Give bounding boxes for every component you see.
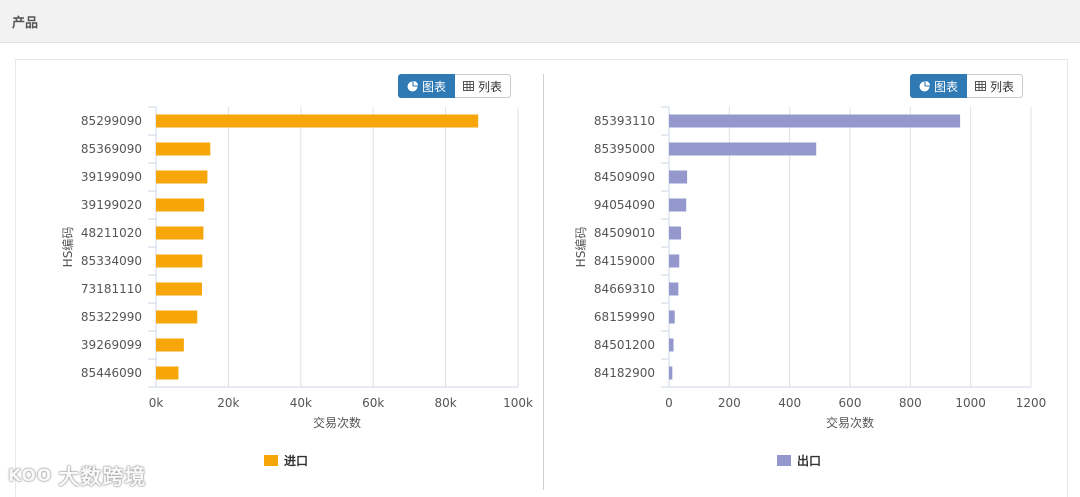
bar xyxy=(156,310,198,324)
bar xyxy=(156,366,179,380)
bar xyxy=(669,170,688,184)
y-tick-label: 84501200 xyxy=(594,338,655,352)
bar xyxy=(156,142,211,156)
x-tick-label: 20k xyxy=(217,396,239,410)
legend-swatch xyxy=(264,455,278,466)
x-tick-label: 60k xyxy=(362,396,384,410)
legend-label: 出口 xyxy=(797,454,822,468)
bar xyxy=(156,198,205,212)
x-tick-label: 40k xyxy=(290,396,312,410)
x-tick-label: 800 xyxy=(899,396,922,410)
y-tick-label: 84669310 xyxy=(594,282,655,296)
y-axis-title: HS编码 xyxy=(60,227,75,268)
y-tick-label: 85369090 xyxy=(81,142,142,156)
y-tick-label: 39199020 xyxy=(81,198,142,212)
y-tick-label: 85322990 xyxy=(81,310,142,324)
bar xyxy=(669,310,675,324)
bar xyxy=(669,366,673,380)
table-view-label: 列表 xyxy=(478,79,503,94)
x-axis-title: 交易次数 xyxy=(313,415,361,430)
watermark-logo: KOO xyxy=(8,466,53,486)
bar xyxy=(669,198,687,212)
y-tick-label: 94054090 xyxy=(594,198,655,212)
y-tick-label: 84509090 xyxy=(594,170,655,184)
x-tick-label: 200 xyxy=(718,396,741,410)
legend-import[interactable]: 进口 xyxy=(264,452,308,469)
bar xyxy=(156,226,204,240)
view-toggle-export: 图表 列表 xyxy=(910,74,1024,98)
y-tick-label: 73181110 xyxy=(81,282,142,296)
bar xyxy=(669,142,817,156)
table-grid-icon xyxy=(463,81,475,91)
x-tick-label: 400 xyxy=(778,396,801,410)
x-tick-label: 100k xyxy=(503,396,533,410)
legend-label: 进口 xyxy=(284,454,309,468)
y-tick-label: 39269099 xyxy=(81,338,142,352)
table-view-button[interactable]: 列表 xyxy=(455,74,512,98)
y-tick-label: 85395000 xyxy=(594,142,655,156)
bar xyxy=(156,114,479,128)
bar xyxy=(669,338,674,352)
bar xyxy=(669,282,679,296)
legend-export[interactable]: 出口 xyxy=(777,452,821,469)
y-tick-label: 68159990 xyxy=(594,310,655,324)
table-view-label: 列表 xyxy=(990,79,1015,94)
y-tick-label: 84509010 xyxy=(594,226,655,240)
legend-swatch xyxy=(777,455,791,466)
bar xyxy=(669,114,961,128)
x-tick-label: 0k xyxy=(149,396,164,410)
bar xyxy=(156,282,202,296)
y-axis-title: HS编码 xyxy=(573,227,588,268)
x-axis-title: 交易次数 xyxy=(826,415,874,430)
section-header: 产品 xyxy=(0,0,1080,43)
table-view-button[interactable]: 列表 xyxy=(967,74,1024,98)
table-grid-icon xyxy=(975,81,987,91)
pie-chart-icon xyxy=(407,80,418,92)
bar xyxy=(156,170,208,184)
bar xyxy=(156,254,203,268)
watermark-text: 大数跨境 xyxy=(58,465,147,489)
y-tick-label: 85334090 xyxy=(81,254,142,268)
watermark: KOO 大数跨境 xyxy=(8,461,146,491)
bar xyxy=(156,338,184,352)
x-tick-label: 600 xyxy=(839,396,862,410)
y-tick-label: 85299090 xyxy=(81,114,142,128)
view-toggle-import: 图表 列表 xyxy=(398,74,512,98)
chart-panel xyxy=(15,59,1068,497)
y-tick-label: 85393110 xyxy=(594,114,655,128)
bar xyxy=(669,254,680,268)
x-tick-label: 1200 xyxy=(1016,396,1047,410)
y-tick-label: 85446090 xyxy=(81,366,142,380)
bar xyxy=(669,226,682,240)
chart-view-label: 图表 xyxy=(934,79,959,94)
chart-view-button[interactable]: 图表 xyxy=(398,74,456,98)
chart-view-button[interactable]: 图表 xyxy=(910,74,968,98)
y-tick-label: 48211020 xyxy=(81,226,142,240)
y-tick-label: 39199090 xyxy=(81,170,142,184)
y-tick-label: 84159000 xyxy=(594,254,655,268)
x-tick-label: 0 xyxy=(665,396,673,410)
y-tick-label: 84182900 xyxy=(594,366,655,380)
chart-import: 0k 20k 40k 60k 80k 100k 85299090 85369090 391990… xyxy=(60,106,533,430)
chart-view-label: 图表 xyxy=(422,79,447,94)
x-tick-label: 80k xyxy=(434,396,456,410)
section-title: 产品 xyxy=(12,16,39,31)
panel-divider xyxy=(543,74,544,490)
x-tick-label: 1000 xyxy=(955,396,986,410)
chart-export: 0 200 400 600 800 1000 1200 85393110 85395000 845… xyxy=(573,106,1047,430)
pie-chart-icon xyxy=(919,80,930,92)
